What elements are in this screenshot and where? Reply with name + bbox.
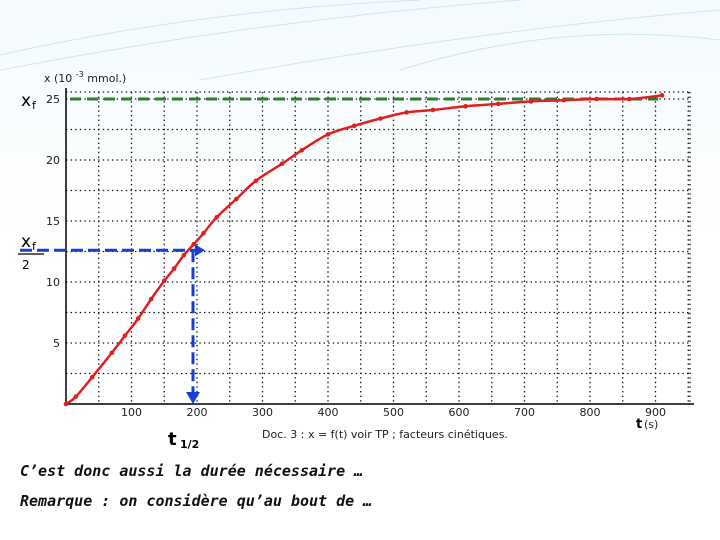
figure-caption: Doc. 3 : x = f(t) voir TP ; facteurs cin…	[262, 428, 508, 441]
data-point	[122, 333, 128, 338]
data-point	[279, 161, 285, 166]
labels: x (10 -3 mmol.)t (s)x fx f2t 1/2	[18, 70, 658, 451]
data-point	[148, 296, 154, 302]
half-label-denominator: 2	[22, 258, 30, 272]
data-point	[135, 316, 141, 321]
x-tick-label: 800	[580, 406, 601, 419]
text-line-2: Remarque : on considère qu’au bout de …	[20, 492, 373, 510]
x-tick-label: 500	[383, 406, 404, 419]
data-point	[201, 230, 206, 236]
data-point	[181, 252, 187, 258]
y-axis-label: x (10 -3 mmol.)	[44, 70, 126, 85]
data-point	[299, 147, 305, 153]
grid	[66, 91, 691, 404]
y-tick-label: 15	[46, 215, 60, 228]
tick-labels: 100 200 300 400 500 600 700 800 900 5 10 15 20 25	[46, 93, 666, 419]
x-tick-label: 400	[318, 406, 339, 419]
axes	[65, 88, 694, 405]
data-point	[378, 116, 383, 121]
text-line-1: C’est donc aussi la durée nécessaire …	[20, 462, 364, 480]
data-point	[659, 93, 665, 98]
x-tick-label: 300	[252, 406, 273, 419]
data-point	[594, 96, 599, 102]
xf-label-sub: f	[32, 99, 37, 112]
header-decoration	[0, 0, 720, 80]
data-point	[253, 178, 259, 184]
t-half-label-sub: 1/2	[180, 438, 199, 451]
data-point	[404, 110, 409, 115]
half-label: x	[21, 232, 31, 252]
y-tick-label: 5	[53, 337, 60, 350]
data-point	[191, 241, 197, 247]
t-half-label: t	[168, 429, 177, 450]
data-point	[627, 96, 632, 102]
x-tick-label: 100	[121, 406, 142, 419]
data-point	[561, 97, 567, 103]
y-tick-label: 20	[46, 154, 60, 167]
x-axis-label-var: t	[636, 417, 642, 432]
data-point	[430, 107, 436, 113]
data-point	[161, 278, 167, 284]
data-point	[73, 394, 79, 399]
data-point	[109, 350, 115, 356]
half-guide-arrowhead	[186, 392, 200, 404]
chart: 100 200 300 400 500 600 700 800 900 5 10 15 20 25 x (…	[18, 70, 694, 451]
guides	[20, 97, 659, 404]
data-point	[351, 123, 357, 129]
y-tick-label: 25	[46, 93, 60, 106]
x-tick-label: 700	[514, 406, 535, 419]
x-tick-label: 600	[449, 406, 470, 419]
y-tick-label: 10	[46, 276, 60, 289]
half-guide-arrowhead	[195, 244, 205, 257]
data-point	[325, 132, 331, 137]
series-line	[65, 94, 663, 406]
x-tick-label: 900	[645, 406, 666, 419]
data-point	[496, 101, 501, 107]
data-point	[528, 99, 534, 104]
series	[63, 93, 665, 407]
data-point	[89, 374, 95, 380]
xf-label: x	[21, 91, 31, 111]
x-tick-label: 200	[187, 406, 208, 419]
data-point	[63, 401, 69, 407]
half-label-sub: f	[32, 240, 37, 253]
x-axis-label-unit: (s)	[644, 418, 658, 431]
data-point	[171, 266, 177, 271]
data-point	[214, 215, 219, 220]
data-point	[234, 196, 239, 202]
data-point	[463, 104, 468, 109]
